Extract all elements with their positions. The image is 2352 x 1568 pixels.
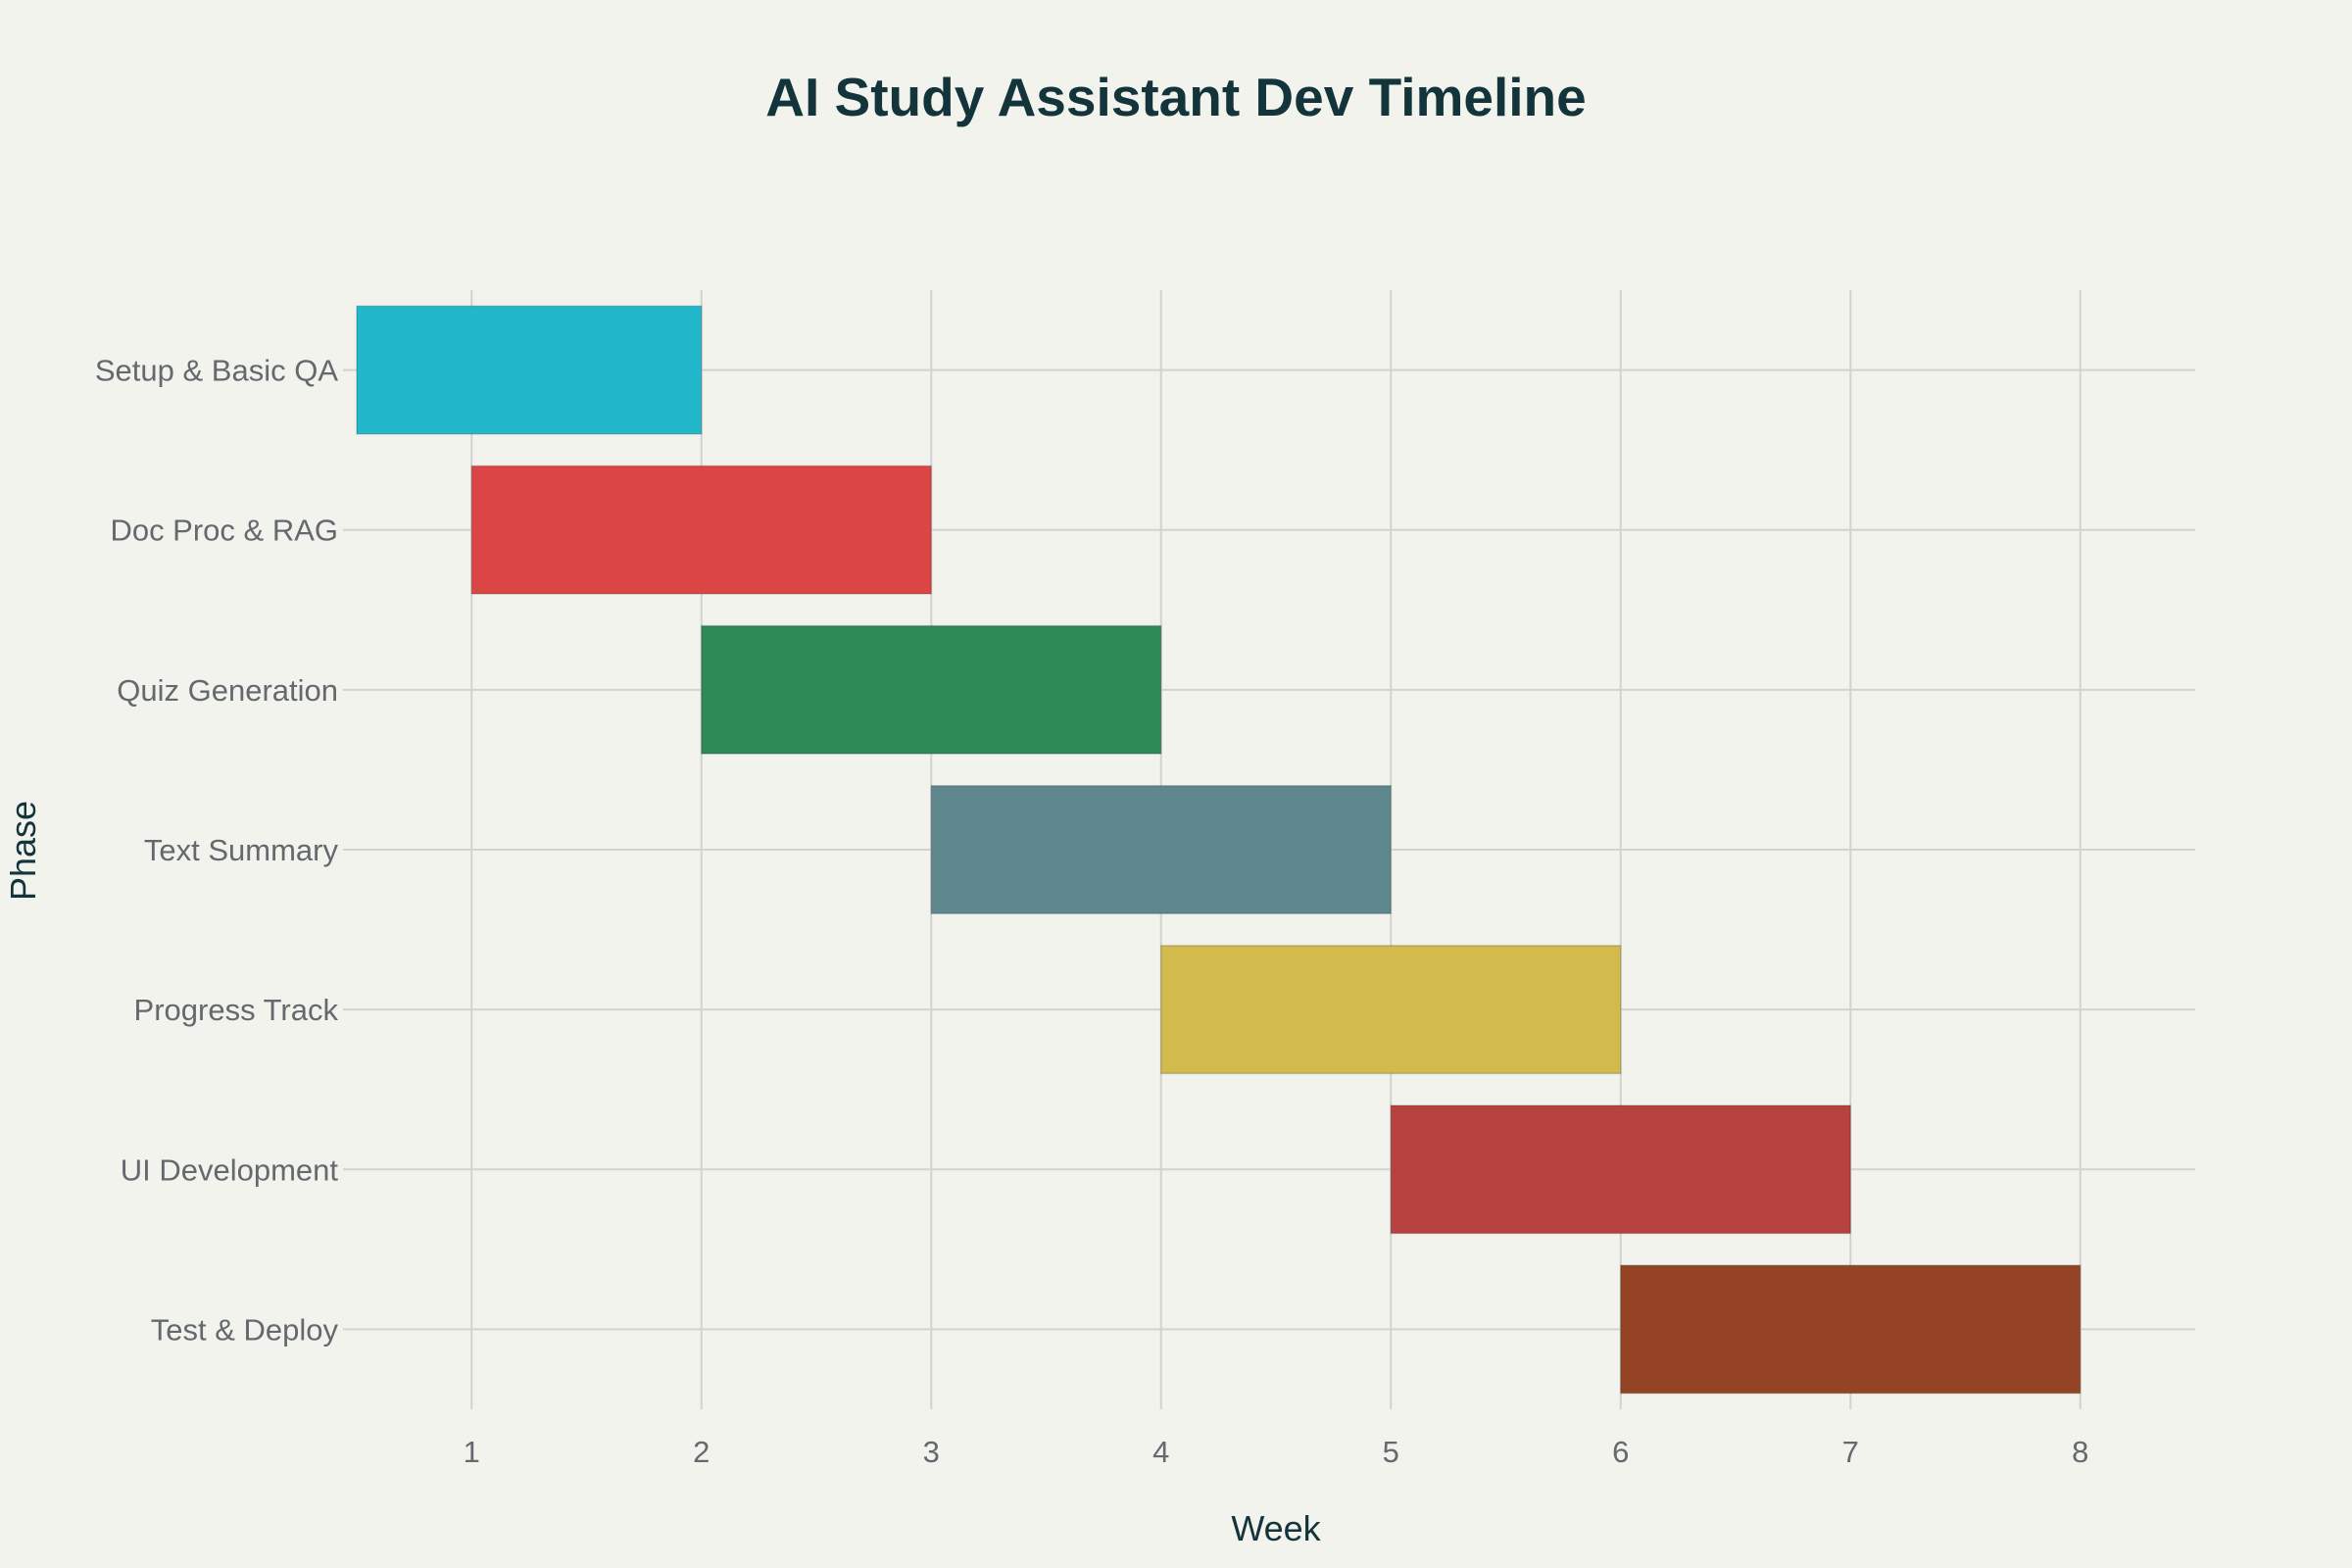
y-tick-label: Setup & Basic QA [95,354,338,388]
task-bar[interactable] [1160,945,1622,1075]
task-bar[interactable] [930,784,1392,915]
x-tick-label: 7 [1842,1435,1859,1469]
x-tick-label: 4 [1152,1435,1169,1469]
y-tick-label: UI Development [121,1152,339,1187]
task-bar[interactable] [356,305,703,435]
label-layer: 1 2 3 4 5 6 7 8 Setup & Basic QA Doc Proc & RAG Qu… [95,354,2089,1469]
y-tick-label: Doc Proc & RAG [110,514,338,548]
x-axis-title: Week [1231,1508,1321,1548]
y-tick-label: Progress Track [134,993,339,1027]
task-bar[interactable] [701,624,1162,755]
x-tick-label: 1 [464,1435,480,1469]
y-tick-label: Test & Deploy [151,1312,339,1347]
y-axis-title: Phase [3,801,43,901]
chart-title: AI Study Assistant Dev Timeline [765,67,1586,127]
y-tick-label: Text Summary [144,833,339,867]
task-bar[interactable] [470,465,932,595]
x-tick-label: 8 [2072,1435,2088,1469]
x-tick-label: 5 [1383,1435,1399,1469]
task-bar[interactable] [1620,1264,2082,1395]
x-tick-label: 3 [923,1435,940,1469]
x-tick-label: 6 [1612,1435,1629,1469]
y-tick-label: Quiz Generation [117,673,338,708]
task-bar[interactable] [1390,1104,1851,1235]
x-tick-label: 2 [693,1435,710,1469]
bar-layer [356,305,2082,1395]
